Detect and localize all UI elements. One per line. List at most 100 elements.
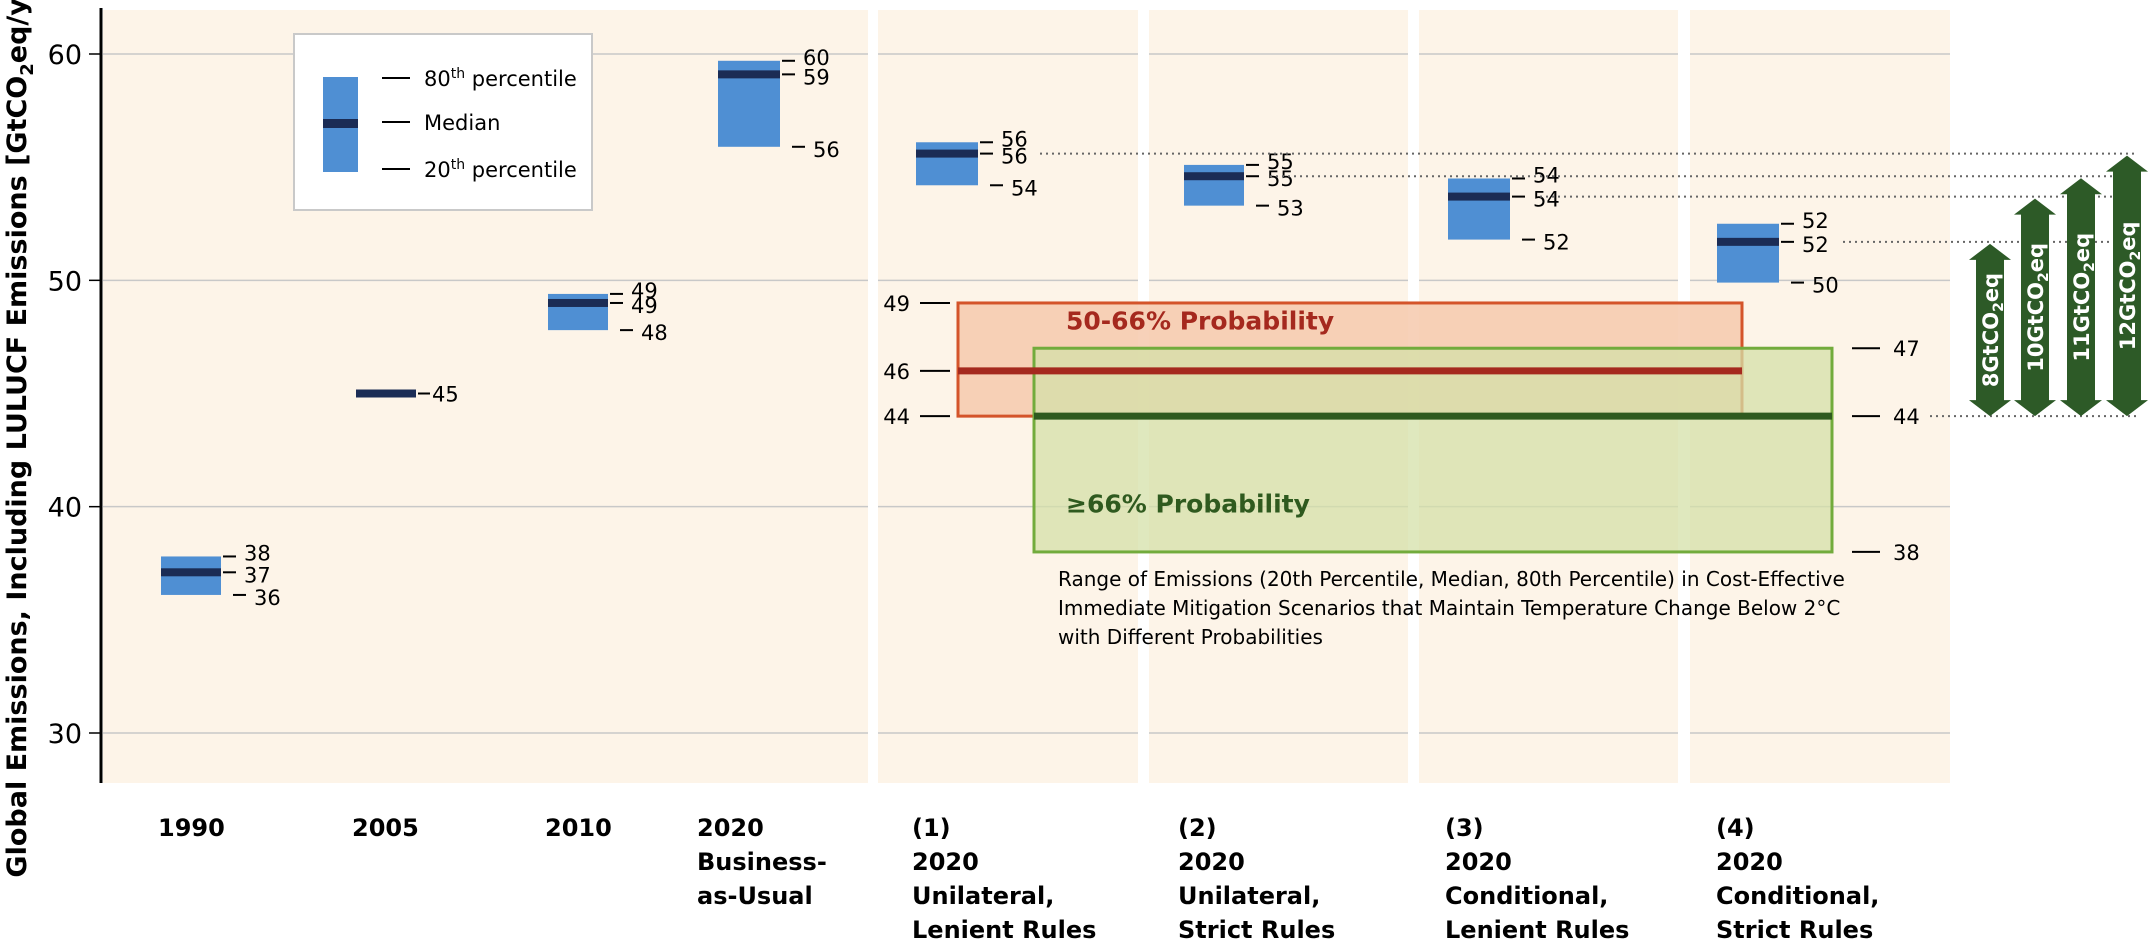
box-value-label: 52 <box>1802 233 1829 257</box>
box-value-label: 60 <box>803 46 830 70</box>
box-value-label: 36 <box>254 586 281 610</box>
range-value-label: 46 <box>883 360 910 384</box>
gap-label-end: eq <box>2116 221 2140 250</box>
gap-label-main: 12GtCO <box>2116 260 2140 350</box>
range-value-label: 44 <box>883 405 910 429</box>
box-value-label: 52 <box>1802 209 1829 233</box>
gap-arrow-0 <box>1969 243 2011 417</box>
gap-arrow-label: 12GtCO2eq <box>2116 221 2144 350</box>
box-7 <box>1717 223 1779 283</box>
legend-label: 20th percentile <box>424 157 577 182</box>
median-bar-7 <box>1717 237 1779 246</box>
range-value-label: 44 <box>1893 405 1920 429</box>
y-tick-label: 30 <box>48 719 82 750</box>
box-value-label: 54 <box>1011 176 1038 200</box>
box-value-label: 56 <box>1001 127 1028 151</box>
gap-arrow-2 <box>2060 178 2102 417</box>
y-axis-label-main: Global Emissions, Including LULUCF Emiss… <box>2 76 33 878</box>
y-tick-label: 50 <box>48 266 82 297</box>
legend-label: 80th percentile <box>424 66 577 91</box>
y-axis-label: Global Emissions, Including LULUCF Emiss… <box>2 0 38 878</box>
gap-arrow-3 <box>2106 155 2148 417</box>
range-note-line: Immediate Mitigation Scenarios that Main… <box>1058 596 1840 620</box>
box-value-label: 53 <box>1277 197 1304 221</box>
median-bar-4 <box>916 149 978 158</box>
category-label: 2020 <box>697 814 764 842</box>
box-value-label: 49 <box>631 294 658 318</box>
median-bar-6 <box>1448 192 1510 201</box>
gap-label-main: 11GtCO <box>2070 272 2094 362</box>
category-label: (3) <box>1445 814 1484 842</box>
legend-label-text: 20 <box>424 158 451 182</box>
category-label: 2010 <box>545 814 612 842</box>
category-label: Conditional, <box>1445 882 1608 910</box>
category-label: Conditional, <box>1716 882 1879 910</box>
category-label: Lenient Rules <box>1445 916 1629 944</box>
gap-arrow-label: 11GtCO2eq <box>2070 233 2098 362</box>
legend-label-sup: th <box>451 66 465 82</box>
box-value-label: 52 <box>1543 231 1570 255</box>
range-name-50-66: 50-66% Probability <box>1066 307 1334 336</box>
category-label: 2020 <box>1445 848 1512 876</box>
legend-label-rest: percentile <box>465 67 577 91</box>
category-label: (1) <box>912 814 951 842</box>
box-value-label: 37 <box>244 563 271 587</box>
category-label: 2020 <box>1178 848 1245 876</box>
range-name-66: ≥66% Probability <box>1066 489 1310 518</box>
y-tick-label: 60 <box>48 40 82 71</box>
gap-label-end: eq <box>2070 233 2094 262</box>
category-label: Strict Rules <box>1178 916 1335 944</box>
category-label: 2005 <box>352 814 419 842</box>
y-tick-label: 40 <box>48 493 82 524</box>
box-value-label: 38 <box>244 541 271 565</box>
legend-label-text: Median <box>424 111 500 135</box>
box-6 <box>1448 178 1510 240</box>
range-note-line: with Different Probabilities <box>1058 625 1323 649</box>
box-value-label: 54 <box>1533 188 1560 212</box>
category-label: 1990 <box>158 814 225 842</box>
category-label: Lenient Rules <box>912 916 1096 944</box>
category-label: (4) <box>1716 814 1755 842</box>
box-value-label: 45 <box>432 383 459 407</box>
y-axis-label-end: eq/yr] <box>2 0 33 63</box>
category-label: Unilateral, <box>912 882 1054 910</box>
gap-label-sub: 2 <box>2128 251 2144 261</box>
range-value-label: 47 <box>1893 337 1920 361</box>
box-value-label: 49 <box>631 279 658 303</box>
gap-arrow-label: 10GtCO2eq <box>2024 243 2052 372</box>
legend-median-bar <box>323 119 358 128</box>
box-value-label: 48 <box>641 321 668 345</box>
category-label: 2020 <box>1716 848 1783 876</box>
legend-label-sup: th <box>451 157 465 173</box>
median-bar-0 <box>161 568 221 577</box>
median-bar-1 <box>356 389 416 398</box>
gap-label-sub: 2 <box>2082 262 2098 272</box>
category-label: as-Usual <box>697 882 813 910</box>
box-value-label: 50 <box>1812 274 1839 298</box>
box-5 <box>1184 164 1244 206</box>
y-axis-label-sub: 2 <box>17 63 38 76</box>
range-value-label: 49 <box>883 292 910 316</box>
gap-label-main: 10GtCO <box>2024 282 2048 372</box>
gap-label-end: eq <box>1979 273 2003 302</box>
legend-label-text: 80 <box>424 67 451 91</box>
gap-label-main: 8GtCO <box>1979 312 2003 387</box>
category-label: Strict Rules <box>1716 916 1873 944</box>
legend-label: Median <box>424 111 500 135</box>
gap-label-end: eq <box>2024 243 2048 272</box>
category-label: 2020 <box>912 848 979 876</box>
gap-label-sub: 2 <box>1991 302 2007 312</box>
median-bar-5 <box>1184 172 1244 181</box>
category-label: Business- <box>697 848 827 876</box>
median-bar-2 <box>548 298 608 307</box>
gap-label-sub: 2 <box>2036 272 2052 282</box>
box-4 <box>916 142 978 186</box>
box-value-label: 56 <box>813 138 840 162</box>
gap-arrow-label: 8GtCO2eq <box>1979 273 2007 387</box>
range-box-66 <box>1032 346 1834 554</box>
box-value-label: 56 <box>1001 145 1028 169</box>
range-note-line: Range of Emissions (20th Percentile, Med… <box>1058 567 1845 591</box>
category-label: Unilateral, <box>1178 882 1320 910</box>
